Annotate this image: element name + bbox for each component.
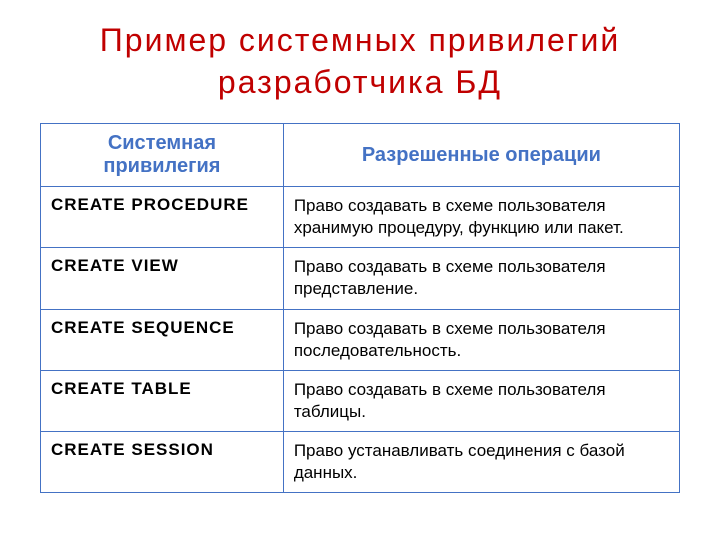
header-operation: Разрешенные операции: [283, 124, 679, 187]
header-privilege: Системная привилегия: [41, 124, 284, 187]
operation-cell: Право создавать в схеме пользователя пос…: [283, 309, 679, 370]
table-row: CREATE PROCEDURE Право создавать в схеме…: [41, 187, 680, 248]
privilege-cell: CREATE TABLE: [41, 370, 284, 431]
operation-cell: Право создавать в схеме пользователя хра…: [283, 187, 679, 248]
privilege-cell: CREATE SESSION: [41, 431, 284, 492]
privilege-cell: CREATE SEQUENCE: [41, 309, 284, 370]
table-row: CREATE SESSION Право устанавливать соеди…: [41, 431, 680, 492]
privileges-table: Системная привилегия Разрешенные операци…: [40, 123, 680, 493]
operation-cell: Право создавать в схеме пользователя пре…: [283, 248, 679, 309]
table-row: CREATE SEQUENCE Право создавать в схеме …: [41, 309, 680, 370]
page-title: Пример системных привилегий разработчика…: [40, 20, 680, 103]
privilege-cell: CREATE VIEW: [41, 248, 284, 309]
operation-cell: Право устанавливать соединения с базой д…: [283, 431, 679, 492]
table-row: CREATE VIEW Право создавать в схеме поль…: [41, 248, 680, 309]
table-row: CREATE TABLE Право создавать в схеме пол…: [41, 370, 680, 431]
privilege-cell: CREATE PROCEDURE: [41, 187, 284, 248]
operation-cell: Право создавать в схеме пользователя таб…: [283, 370, 679, 431]
table-header-row: Системная привилегия Разрешенные операци…: [41, 124, 680, 187]
